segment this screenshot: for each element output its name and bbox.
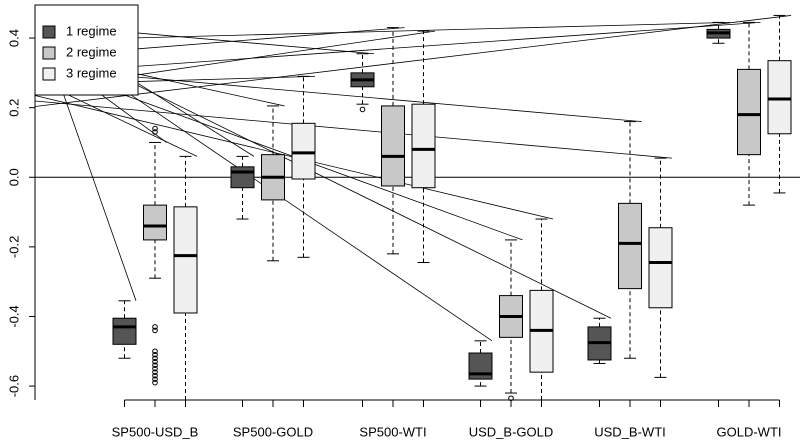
outlier bbox=[152, 376, 158, 382]
outlier bbox=[152, 324, 158, 330]
y-tick-label: 0.0 bbox=[6, 168, 21, 186]
x-tick-label: SP500-GOLD bbox=[233, 424, 313, 439]
connector-line bbox=[34, 100, 673, 159]
connector-line bbox=[34, 22, 731, 41]
connector-line bbox=[34, 15, 792, 107]
box bbox=[143, 204, 167, 241]
outlier bbox=[152, 351, 158, 358]
x-tick-label: USD_B-WTI bbox=[594, 424, 666, 439]
box bbox=[737, 68, 761, 156]
x-tick-label: SP500-USD_B bbox=[112, 424, 199, 439]
outlier bbox=[152, 369, 158, 375]
y-tick-label: -0.2 bbox=[6, 236, 21, 258]
box bbox=[173, 206, 198, 314]
legend-swatch bbox=[42, 46, 56, 60]
outlier bbox=[508, 395, 514, 402]
legend-swatch bbox=[42, 67, 56, 81]
legend-label: 2 regime bbox=[66, 44, 117, 59]
outlier bbox=[152, 327, 158, 334]
outlier bbox=[152, 362, 158, 368]
box bbox=[112, 317, 137, 345]
x-tick-label: GOLD-WTI bbox=[717, 424, 782, 439]
y-tick-label: 0.2 bbox=[6, 99, 21, 117]
box bbox=[411, 103, 436, 189]
box bbox=[648, 227, 673, 309]
outlier bbox=[359, 106, 366, 113]
box bbox=[291, 122, 316, 180]
x-tick-label: USD_B-GOLD bbox=[469, 424, 554, 439]
outlier bbox=[152, 129, 158, 135]
legend-label: 1 regime bbox=[66, 23, 117, 38]
connector-line bbox=[34, 22, 761, 74]
outlier bbox=[152, 365, 158, 372]
legend-label: 3 regime bbox=[66, 65, 117, 80]
box bbox=[230, 166, 255, 189]
outlier bbox=[152, 358, 158, 365]
box bbox=[618, 202, 642, 290]
outlier bbox=[152, 372, 158, 379]
outlier bbox=[152, 348, 158, 355]
x-tick-label: SP500-WTI bbox=[359, 424, 426, 439]
y-tick-label: -0.6 bbox=[6, 375, 21, 397]
outlier bbox=[152, 125, 158, 132]
y-tick-label: -0.4 bbox=[6, 305, 21, 327]
box bbox=[381, 105, 405, 187]
legend-swatch bbox=[42, 25, 56, 39]
outlier bbox=[152, 379, 158, 386]
y-tick-label: 0.4 bbox=[6, 29, 21, 47]
outlier bbox=[152, 355, 158, 362]
box bbox=[767, 60, 792, 135]
